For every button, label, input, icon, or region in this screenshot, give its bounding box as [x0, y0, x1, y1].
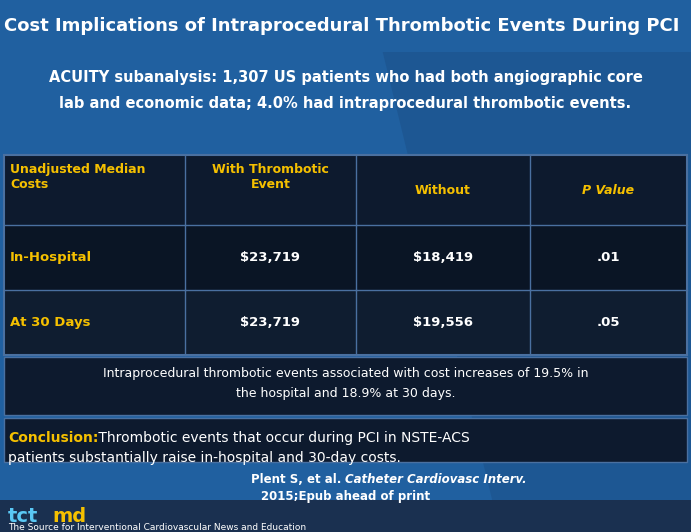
Bar: [4, 290, 687, 355]
Text: $23,719: $23,719: [240, 316, 301, 329]
Text: $23,719: $23,719: [240, 251, 301, 264]
Bar: [4, 418, 687, 462]
Text: patients substantially raise in-hospital and 30-day costs.: patients substantially raise in-hospital…: [8, 451, 401, 465]
Polygon shape: [370, 0, 691, 532]
Text: With Thrombotic
Event: With Thrombotic Event: [212, 163, 329, 191]
Text: The Source for Interventional Cardiovascular News and Education: The Source for Interventional Cardiovasc…: [8, 523, 306, 532]
Text: ACUITY subanalysis: 1,307 US patients who had both angiographic core: ACUITY subanalysis: 1,307 US patients wh…: [48, 70, 643, 85]
Text: Without: Without: [415, 184, 471, 196]
Text: lab and economic data; 4.0% had intraprocedural thrombotic events.: lab and economic data; 4.0% had intrapro…: [59, 96, 632, 111]
Text: $18,419: $18,419: [413, 251, 473, 264]
Bar: [4, 155, 687, 225]
Text: Cost Implications of Intraprocedural Thrombotic Events During PCI: Cost Implications of Intraprocedural Thr…: [4, 17, 679, 35]
Text: Catheter Cardiovasc Interv.: Catheter Cardiovasc Interv.: [346, 473, 527, 486]
Bar: [4, 155, 687, 355]
Text: tct: tct: [8, 506, 39, 526]
Bar: [4, 225, 687, 290]
Text: the hospital and 18.9% at 30 days.: the hospital and 18.9% at 30 days.: [236, 387, 455, 401]
Text: .01: .01: [597, 251, 621, 264]
Text: P Value: P Value: [583, 184, 634, 196]
Text: .05: .05: [597, 316, 621, 329]
Bar: [4, 155, 687, 355]
Text: Thrombotic events that occur during PCI in NSTE-ACS: Thrombotic events that occur during PCI …: [94, 431, 470, 445]
Text: $19,556: $19,556: [413, 316, 473, 329]
Bar: [4, 357, 687, 415]
Text: Conclusion:: Conclusion:: [8, 431, 98, 445]
Bar: [0, 0, 691, 52]
Text: Intraprocedural thrombotic events associated with cost increases of 19.5% in: Intraprocedural thrombotic events associ…: [103, 368, 588, 380]
Text: Plent S, et al.: Plent S, et al.: [251, 473, 346, 486]
Text: In-Hospital: In-Hospital: [10, 251, 92, 264]
Text: Unadjusted Median
Costs: Unadjusted Median Costs: [10, 163, 146, 191]
Text: 2015;Epub ahead of print: 2015;Epub ahead of print: [261, 490, 430, 503]
Bar: [0, 500, 691, 532]
Text: At 30 Days: At 30 Days: [10, 316, 91, 329]
Text: md: md: [52, 506, 86, 526]
